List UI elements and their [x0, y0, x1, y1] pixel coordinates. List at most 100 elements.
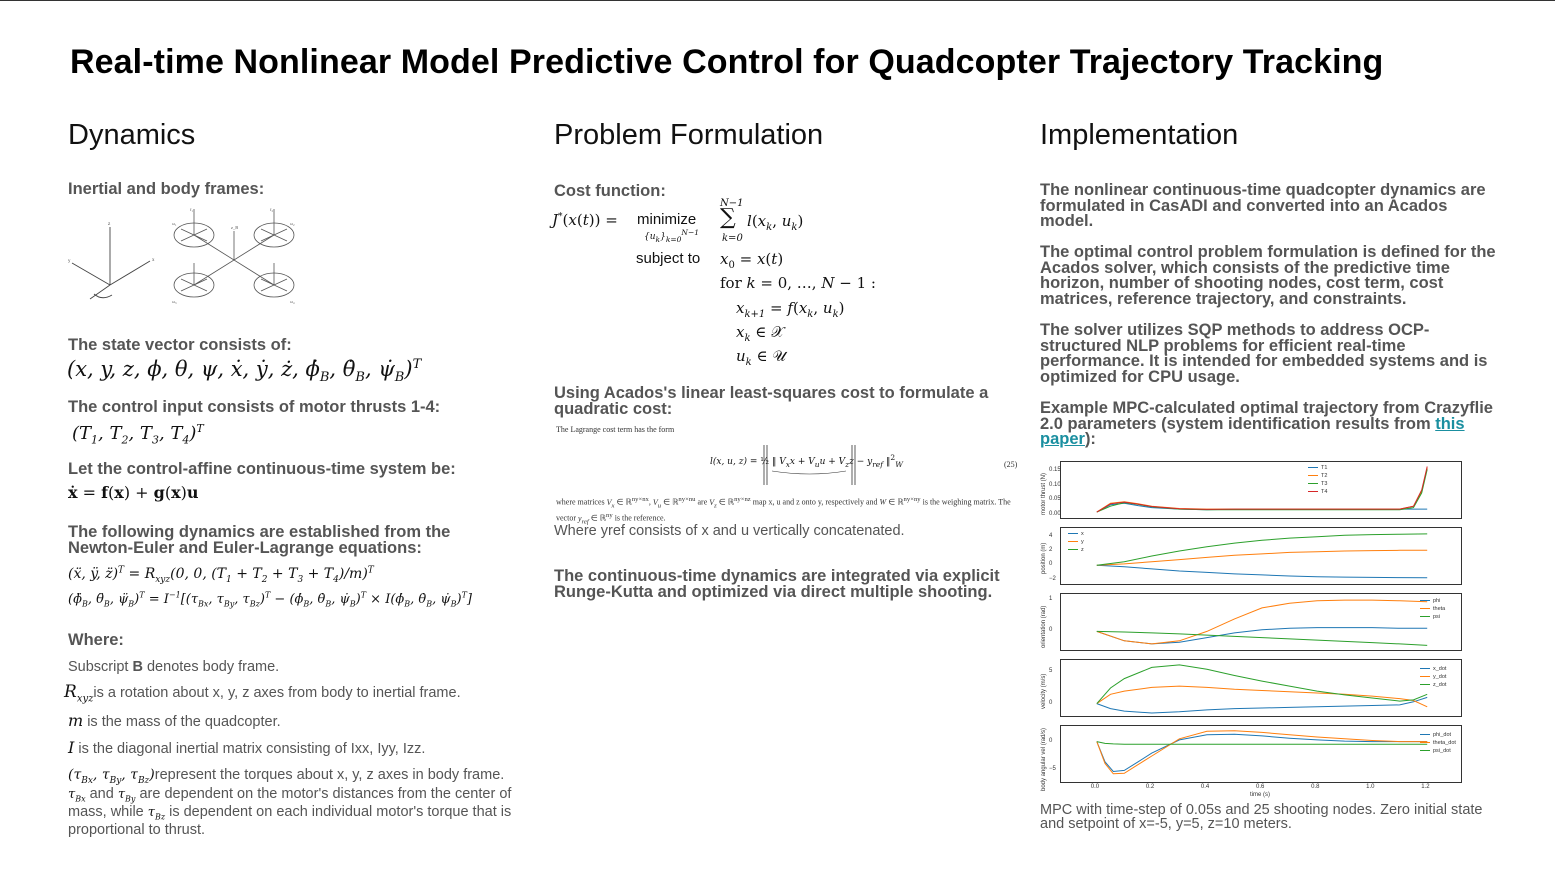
impl-paragraph-sqp: The solver utilizes SQP methods to addre… — [1040, 321, 1488, 386]
legend-label: theta_dot — [1433, 740, 1456, 746]
series-line-y — [1096, 549, 1428, 566]
legend-label: theta — [1433, 606, 1446, 612]
x-tick-label: 0.0 — [1090, 784, 1100, 790]
this-paper-link[interactable]: this paper — [1040, 414, 1465, 448]
y-tick-label: −5 — [1049, 766, 1056, 773]
y-axis-label: motor thrust (N) — [1041, 472, 1047, 515]
where-rotation: Rxyzis a rotation about x, y, z axes fro… — [64, 682, 461, 705]
where-label: Where: — [68, 631, 124, 649]
impl-paragraph-example: Example MPC-calculated optimal trajector… — [1040, 399, 1493, 448]
impl-paragraph-ocp: The optimal control problem formulation … — [1040, 243, 1496, 308]
implementation-heading: Implementation — [1040, 119, 1239, 151]
stage-cost: l(xk, uk) — [747, 212, 804, 233]
dynamics-column: Dynamics — [68, 119, 528, 152]
legend-label: y — [1081, 539, 1084, 545]
y-tick-label: 1 — [1049, 596, 1053, 603]
legend-swatch — [1308, 475, 1318, 477]
impl-paragraph-casadi: The nonlinear continuous-time quadcopter… — [1040, 181, 1486, 230]
y-tick-label: 0 — [1049, 699, 1053, 706]
legend-entry: psi — [1420, 613, 1445, 621]
x-tick-label: 0.4 — [1200, 784, 1210, 790]
legend-entry: theta — [1420, 605, 1445, 613]
legend-entry: T2 — [1308, 472, 1327, 480]
legend-entry: z — [1068, 546, 1084, 554]
legend-entry: y_dot — [1420, 673, 1446, 681]
plot-legend: phi_dot theta_dot psi_dot — [1420, 731, 1456, 755]
legend-swatch — [1068, 541, 1078, 543]
formulation-column: Problem Formulation — [554, 119, 1024, 152]
legend-swatch — [1420, 734, 1430, 736]
legend-swatch — [1308, 467, 1318, 469]
legend-entry: T1 — [1308, 464, 1327, 472]
series-line-y_dot — [1096, 685, 1428, 708]
plot-velocity-m-s — [1060, 659, 1462, 717]
plot-canvas — [1096, 664, 1428, 714]
series-line-x_dot — [1096, 696, 1428, 714]
legend-label: psi — [1433, 614, 1441, 620]
control-vector-equation: (T1, T2, T3, T4)T — [72, 422, 204, 447]
paper-title: Real-time Nonlinear Model Predictive Con… — [70, 43, 1384, 81]
runge-kutta-text: The continuous-time dynamics are integra… — [554, 567, 1000, 601]
plot-canvas — [1096, 466, 1428, 513]
legend-label: phi — [1433, 598, 1441, 604]
y-axis-label: body angular vel (rad/s) — [1041, 728, 1047, 792]
svg-text:ω₄: ω₄ — [290, 299, 295, 304]
state-vector-equation: (x, y, z, ϕ, θ, ψ, ẋ, ẏ, ż, ϕ̇B, θ̇B, ψ̇… — [67, 357, 422, 386]
series-line-psi_dot — [1096, 741, 1428, 745]
legend-swatch — [1420, 750, 1430, 752]
subject-to-label: subject to — [636, 250, 701, 267]
plot-canvas — [1096, 533, 1428, 579]
system-label: Let the control-affine continuous-time s… — [68, 460, 456, 478]
svg-text:x: x — [152, 258, 155, 263]
series-line-x — [1096, 564, 1428, 579]
legend-label: x — [1081, 531, 1084, 537]
trajectory-caption: MPC with time-step of 0.05s and 25 shoot… — [1040, 802, 1483, 832]
legend-entry: phi — [1420, 597, 1445, 605]
y-tick-label: 0 — [1049, 737, 1053, 744]
series-line-theta_dot — [1096, 730, 1428, 775]
legend-entry: x — [1068, 530, 1084, 538]
plot-motor-thrust-n — [1060, 461, 1462, 519]
x-tick-label: 0.2 — [1145, 784, 1155, 790]
legend-label: z_dot — [1433, 682, 1447, 688]
matrices-description: where matrices Vx ∈ ℝny×nx, Vu ∈ ℝny×nu … — [556, 496, 1011, 526]
legend-entry: y — [1068, 538, 1084, 546]
equation-number: (25) — [1004, 460, 1018, 469]
y-tick-label: 0 — [1049, 627, 1053, 634]
minimize-label: minimize — [637, 211, 697, 228]
lagrange-equation: l(x, u, z) = ½ ‖ Vxx + Vuu + Vzz − yref … — [710, 453, 903, 469]
x-axis-label: time (s) — [1250, 792, 1270, 798]
sum-symbol: ∑ — [720, 205, 736, 230]
series-line-z_dot — [1096, 664, 1428, 704]
svg-text:ω₂: ω₂ — [290, 221, 295, 226]
svg-text:z: z — [108, 222, 111, 227]
translational-equation: (ẍ, ÿ, z̈)T = Rxyz(0, 0, (T1 + T2 + T3 +… — [68, 565, 374, 585]
system-equation: ẋ = f(x) + g(x)u — [68, 483, 199, 502]
plot-body-angular-vel-rad-s — [1060, 725, 1462, 783]
legend-swatch — [1420, 676, 1430, 678]
legend-swatch — [1420, 742, 1430, 744]
state-label: The state vector consists of: — [68, 336, 292, 354]
series-line-phi_dot — [1096, 733, 1428, 773]
where-inertia: I is the diagonal inertial matrix consis… — [68, 738, 426, 757]
y-axis-label: position (m) — [1041, 542, 1047, 575]
y-axis-label: orientation (rad) — [1041, 605, 1047, 649]
legend-label: z — [1081, 547, 1084, 553]
svg-text:f₁: f₁ — [190, 207, 193, 212]
x-tick-label: 1.0 — [1366, 784, 1375, 790]
constraint-initial: x0 = x(t) — [720, 250, 784, 271]
legend-entry: phi_dot — [1420, 731, 1456, 739]
dynamics-equations-label: The following dynamics are established f… — [68, 523, 451, 557]
y-tick-label: 0 — [1049, 561, 1053, 568]
legend-label: psi_dot — [1433, 748, 1451, 754]
y-tick-label: 5 — [1049, 668, 1053, 675]
series-line-psi — [1096, 630, 1428, 646]
legend-swatch — [1420, 608, 1430, 610]
yref-description: Where yref consists of x and u verticall… — [554, 523, 905, 539]
svg-text:f₂: f₂ — [270, 207, 273, 212]
svg-text:ω₁: ω₁ — [172, 221, 177, 226]
legend-label: T4 — [1321, 489, 1328, 495]
legend-label: T3 — [1321, 481, 1328, 487]
cost-function-lhs: J*(x(t)) = — [552, 211, 618, 229]
lagrange-text: The Lagrange cost term has the form — [556, 425, 675, 434]
